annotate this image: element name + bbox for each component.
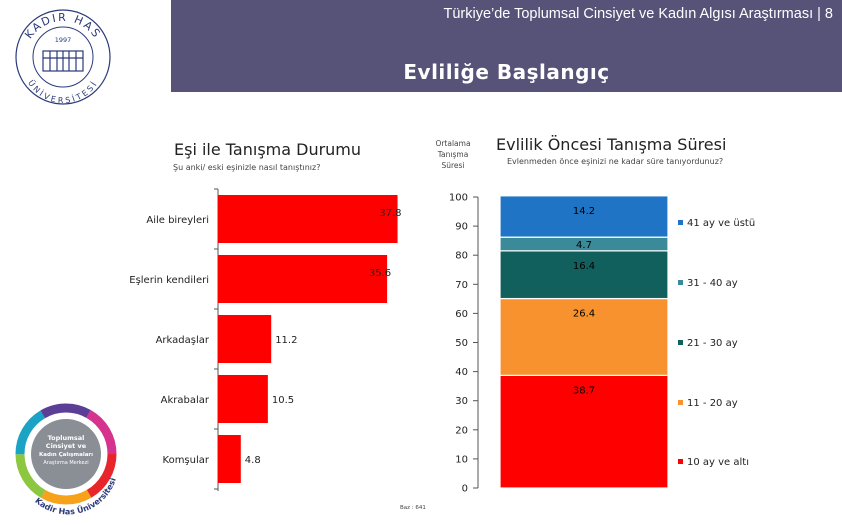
- segment-label: 26.4: [573, 309, 595, 320]
- bar-2: [218, 255, 388, 303]
- legend-swatch: [678, 340, 683, 345]
- category-label: Komşular: [163, 455, 210, 466]
- category-label: Eşlerin kendileri: [129, 275, 209, 286]
- survey-title: Türkiye’de Toplumsal Cinsiyet ve Kadın A…: [443, 6, 833, 22]
- left-chart-title: Eşi ile Tanışma Durumu: [174, 140, 362, 159]
- legend-swatch: [678, 459, 683, 464]
- logo-line3: Kadın Çalışmaları: [39, 452, 93, 458]
- legend-label: 21 - 30 ay: [687, 338, 738, 349]
- segment-5: [499, 195, 669, 238]
- right-stacked-chart: 0 10 20 30 40 50 60 70 80 90 100 38.7 26.4 16.4 4.7 14.…: [449, 193, 755, 495]
- value-label: 4.8: [245, 455, 261, 466]
- legend-swatch: [678, 400, 683, 405]
- y-tick-label: 90: [455, 222, 468, 233]
- legend-swatch: [678, 280, 683, 285]
- seal-ring-bottom-text: ÜNİVERSİTESİ: [26, 78, 97, 105]
- right-chart-title: Evlilik Öncesi Tanışma Süresi: [496, 135, 727, 154]
- category-label: Akrabalar: [161, 395, 210, 406]
- value-label: 35.6: [369, 268, 391, 279]
- bar-5: [218, 435, 241, 483]
- category-label: Aile bireyleri: [146, 215, 209, 226]
- legend-label: 41 ay ve üstü: [687, 218, 755, 229]
- category-label: Arkadaşlar: [156, 335, 210, 346]
- logo-line1: Toplumsal: [48, 434, 85, 442]
- value-label: 37.8: [379, 208, 401, 219]
- research-center-logo: Toplumsal Cinsiyet ve Kadın Çalışmaları …: [15, 403, 118, 516]
- bar-4: [218, 375, 268, 423]
- university-seal-logo: KADIR HAS ÜNİVERSİTESİ 1997: [15, 9, 111, 105]
- segment-label: 4.7: [576, 240, 592, 251]
- y-tick-label: 30: [455, 396, 468, 407]
- y-tick-label: 50: [455, 338, 468, 349]
- value-label: 11.2: [275, 335, 297, 346]
- bar-3: [218, 315, 272, 363]
- y-tick-label: 100: [449, 193, 468, 204]
- legend-label: 10 ay ve altı: [687, 457, 749, 468]
- value-label: 10.5: [272, 395, 294, 406]
- y-tick-label: 80: [455, 251, 468, 262]
- building-icon: [42, 50, 84, 72]
- svg-text:ÜNİVERSİTESİ: ÜNİVERSİTESİ: [26, 78, 100, 105]
- avg-label-line3: Süresi: [441, 161, 465, 170]
- logo-line2: Cinsiyet ve: [46, 442, 87, 450]
- avg-label-line2: Tanışma: [437, 150, 469, 159]
- segment-label: 16.4: [573, 261, 595, 272]
- seal-year: 1997: [55, 36, 72, 44]
- y-tick-label: 20: [455, 425, 468, 436]
- page-title: Evliliğe Başlangıç: [403, 60, 610, 84]
- legend-label: 31 - 40 ay: [687, 278, 738, 289]
- header-band: [171, 0, 842, 92]
- bar-1: [218, 195, 398, 243]
- y-tick-label: 70: [455, 280, 468, 291]
- segment-3: [499, 250, 669, 300]
- segment-label: 14.2: [573, 206, 595, 217]
- y-tick-label: 0: [462, 484, 468, 495]
- y-tick-label: 60: [455, 309, 468, 320]
- legend-label: 11 - 20 ay: [687, 398, 738, 409]
- color-ring-icon: [15, 403, 117, 505]
- left-bar-chart: Aile bireyleri 37.8 Eşlerin kendileri 35.6 A…: [129, 188, 402, 491]
- average-duration-label: Ortalama Tanışma Süresi: [430, 138, 476, 171]
- y-tick-label: 40: [455, 367, 468, 378]
- left-chart-subtitle: Şu anki/ eski eşinizle nasıl tanıştınız?: [173, 163, 321, 172]
- segment-1: [499, 374, 669, 489]
- segment-label: 38.7: [573, 385, 595, 396]
- y-tick-label: 10: [455, 454, 468, 465]
- avg-label-line1: Ortalama: [435, 139, 471, 148]
- legend-swatch: [678, 220, 683, 225]
- logo-line4: Araştırma Merkezi: [43, 460, 88, 466]
- base-note: Baz : 641: [400, 505, 426, 511]
- right-chart-subtitle: Evlenmeden önce eşinizi ne kadar süre ta…: [507, 157, 724, 166]
